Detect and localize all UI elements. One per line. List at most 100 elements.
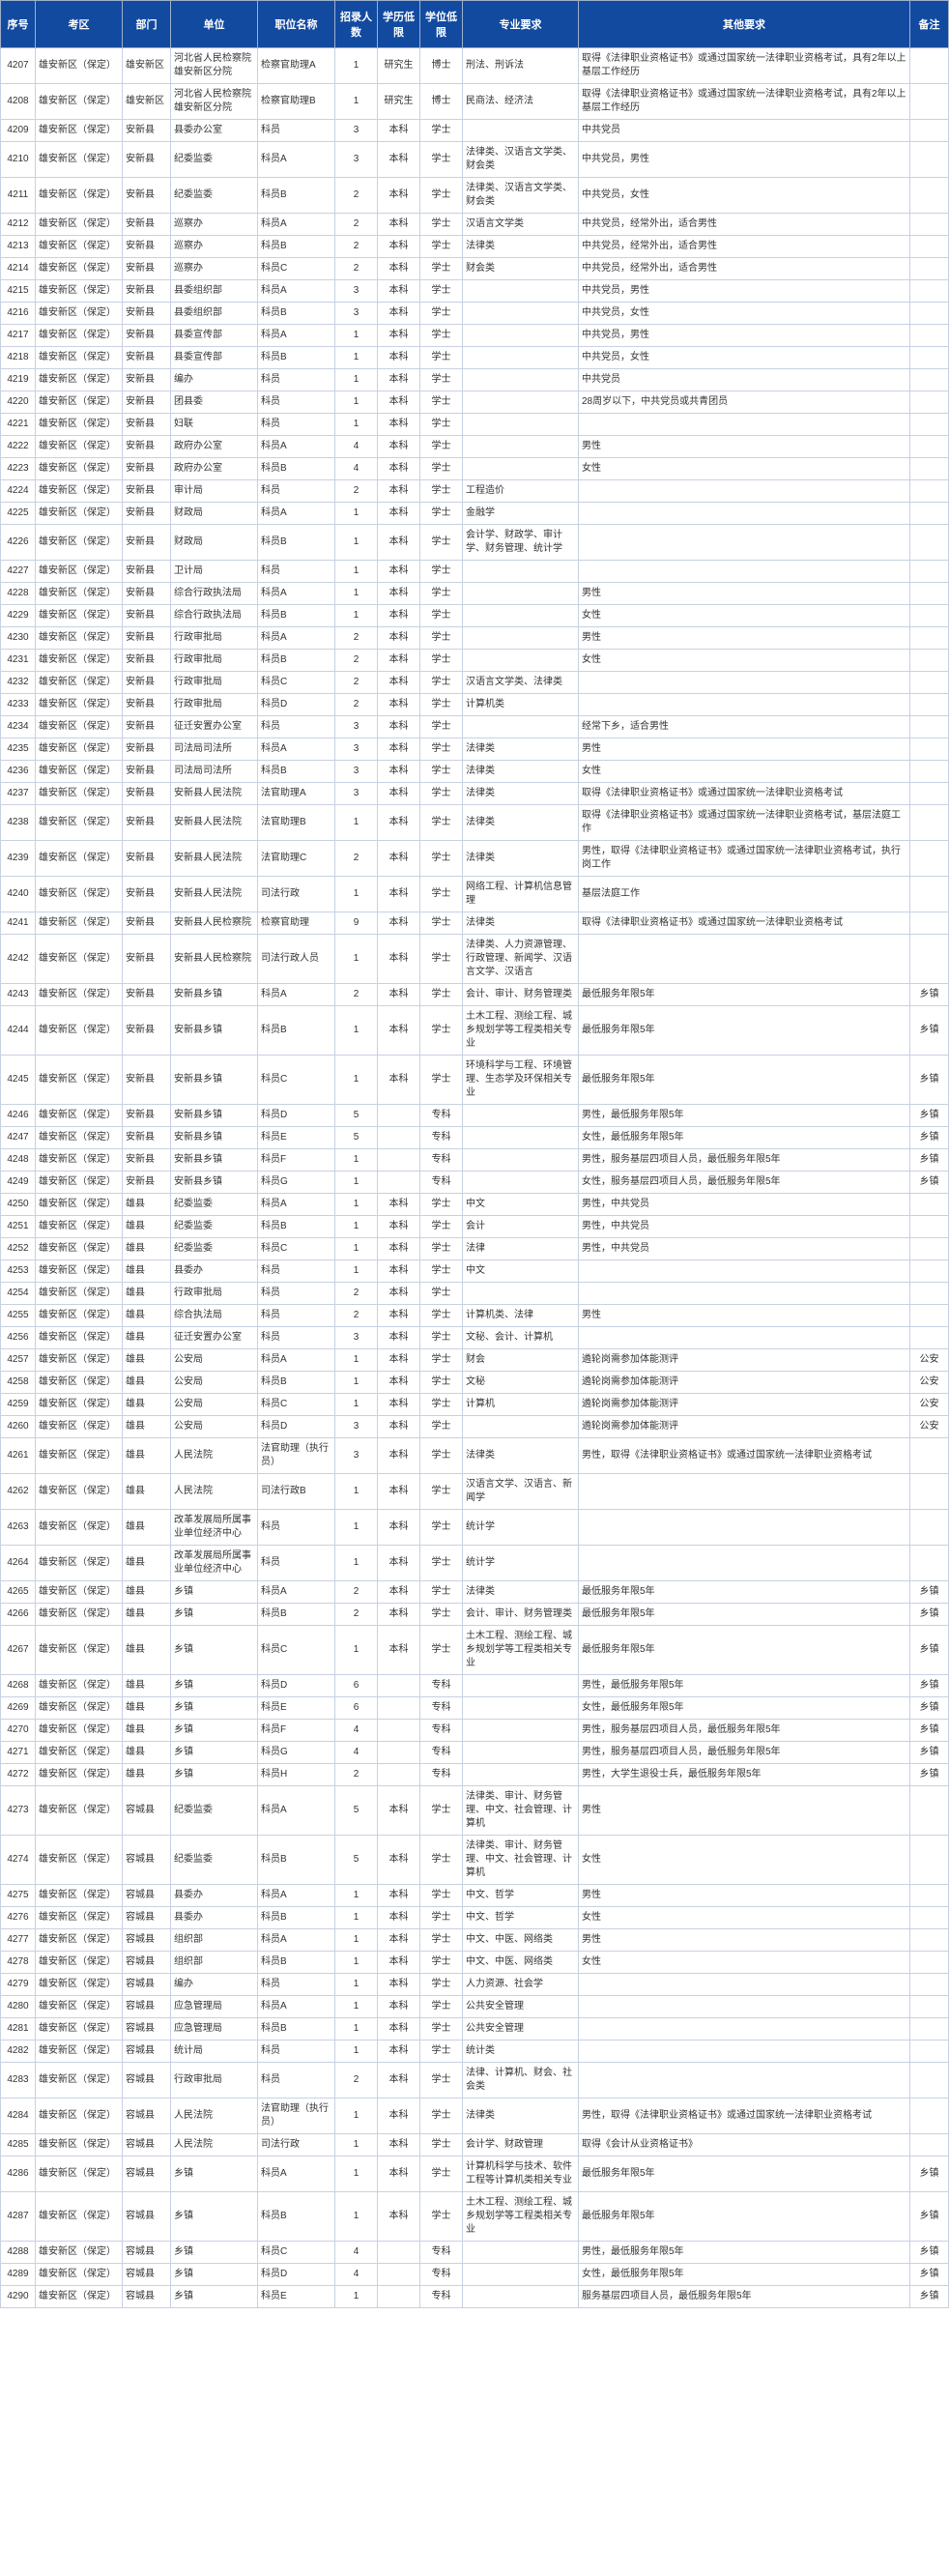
table-cell: 4223 — [1, 458, 36, 480]
table-cell: 雄安新区（保定） — [36, 1056, 123, 1105]
table-cell: 综合执法局 — [171, 1305, 258, 1327]
table-cell — [910, 525, 949, 561]
table-cell: 4288 — [1, 2242, 36, 2264]
table-cell: 本科 — [378, 142, 420, 178]
table-cell: 4210 — [1, 142, 36, 178]
table-cell: 学士 — [420, 1581, 463, 1604]
table-cell: 雄安新区（保定） — [36, 1238, 123, 1260]
table-cell: 雄安新区（保定） — [36, 480, 123, 503]
table-cell: 1 — [335, 1372, 378, 1394]
table-cell: 应急管理局 — [171, 1996, 258, 2018]
table-cell — [910, 178, 949, 214]
table-cell: 雄县 — [123, 1626, 171, 1675]
table-cell: 专科 — [420, 1127, 463, 1149]
table-row: 4256雄安新区（保定）雄县征迁安置办公室科员3本科学士文秘、会计、计算机 — [1, 1327, 949, 1349]
table-cell: 3 — [335, 120, 378, 142]
table-cell: 4228 — [1, 583, 36, 605]
table-cell: 安新县乡镇 — [171, 1149, 258, 1172]
table-cell: 综合行政执法局 — [171, 583, 258, 605]
table-cell: 本科 — [378, 1929, 420, 1952]
table-cell: 科员 — [258, 2063, 335, 2098]
table-cell: 取得《法律职业资格证书》或通过国家统一法律职业资格考试，基层法庭工作 — [579, 805, 910, 841]
table-cell — [579, 503, 910, 525]
table-cell: 安新县 — [123, 738, 171, 761]
table-cell: 科员C — [258, 2242, 335, 2264]
table-cell: 计算机科学与技术、软件工程等计算机类相关专业 — [463, 2156, 579, 2192]
table-cell: 雄安新区（保定） — [36, 2018, 123, 2041]
table-cell: 4282 — [1, 2041, 36, 2063]
table-cell: 4286 — [1, 2156, 36, 2192]
table-cell: 3 — [335, 761, 378, 783]
table-cell: 本科 — [378, 303, 420, 325]
table-cell: 雄安新区（保定） — [36, 1305, 123, 1327]
table-cell: 雄安新区（保定） — [36, 258, 123, 280]
th-edu: 学历低限 — [378, 1, 420, 48]
table-cell: 科员B — [258, 178, 335, 214]
table-cell — [463, 2264, 579, 2286]
table-cell: 雄安新区（保定） — [36, 369, 123, 391]
table-cell: 科员B — [258, 525, 335, 561]
table-cell: 中文、中医、网络类 — [463, 1929, 579, 1952]
table-cell: 学士 — [420, 178, 463, 214]
table-cell: 本科 — [378, 178, 420, 214]
table-cell: 学士 — [420, 142, 463, 178]
table-cell: 安新县 — [123, 258, 171, 280]
table-cell — [463, 414, 579, 436]
table-cell: 本科 — [378, 1604, 420, 1626]
table-cell: 雄安新区（保定） — [36, 458, 123, 480]
table-cell: 4281 — [1, 2018, 36, 2041]
table-cell: 本科 — [378, 1438, 420, 1474]
table-cell: 1 — [335, 1172, 378, 1194]
table-cell: 汉语言文学类、法律类 — [463, 672, 579, 694]
table-cell — [910, 458, 949, 480]
table-cell: 计算机 — [463, 1394, 579, 1416]
table-cell: 司法行政B — [258, 1474, 335, 1510]
table-cell: 男性，取得《法律职业资格证书》或通过国家统一法律职业资格考试 — [579, 2098, 910, 2134]
table-cell: 雄安新区（保定） — [36, 1974, 123, 1996]
table-row: 4285雄安新区（保定）容城县人民法院司法行政1本科学士会计学、财政管理取得《会… — [1, 2134, 949, 2156]
table-cell: 法律类、人力资源管理、行政管理、新闻学、汉语言文学、汉语言 — [463, 935, 579, 984]
table-cell: 雄安新区（保定） — [36, 627, 123, 650]
table-cell: 4275 — [1, 1885, 36, 1907]
table-cell: 1 — [335, 1996, 378, 2018]
table-cell: 1 — [335, 1260, 378, 1283]
table-cell — [910, 2041, 949, 2063]
table-row: 4245雄安新区（保定）安新县安新县乡镇科员C1本科学士环境科学与工程、环境管理… — [1, 1056, 949, 1105]
table-cell — [910, 1786, 949, 1836]
table-cell: 2 — [335, 2063, 378, 2098]
table-cell: 县委办 — [171, 1885, 258, 1907]
th-dept: 部门 — [123, 1, 171, 48]
table-cell: 2 — [335, 178, 378, 214]
table-row: 4224雄安新区（保定）安新县审计局科员2本科学士工程造价 — [1, 480, 949, 503]
table-row: 4252雄安新区（保定）雄县纪委监委科员C1本科学士法律男性，中共党员 — [1, 1238, 949, 1260]
table-cell: 取得《法律职业资格证书》或通过国家统一法律职业资格考试 — [579, 912, 910, 935]
table-cell: 4221 — [1, 414, 36, 436]
table-cell: 本科 — [378, 503, 420, 525]
table-cell: 科员C — [258, 1238, 335, 1260]
table-cell: 科员D — [258, 2264, 335, 2286]
table-cell: 专科 — [420, 1697, 463, 1720]
table-row: 4270雄安新区（保定）雄县乡镇科员F4专科男性，服务基层四项目人员，最低服务年… — [1, 1720, 949, 1742]
table-cell: 本科 — [378, 805, 420, 841]
table-cell: 学士 — [420, 1305, 463, 1327]
table-cell: 1 — [335, 84, 378, 120]
table-cell — [910, 716, 949, 738]
table-cell: 3 — [335, 783, 378, 805]
table-cell: 研究生 — [378, 48, 420, 84]
table-cell — [579, 2041, 910, 2063]
table-cell: 4280 — [1, 1996, 36, 2018]
table-row: 4233雄安新区（保定）安新县行政审批局科员D2本科学士计算机类 — [1, 694, 949, 716]
table-cell: 安新县 — [123, 716, 171, 738]
table-cell: 本科 — [378, 672, 420, 694]
table-cell: 4222 — [1, 436, 36, 458]
table-cell: 安新县 — [123, 525, 171, 561]
table-cell: 1 — [335, 2192, 378, 2242]
table-cell: 1 — [335, 2041, 378, 2063]
table-cell: 法律类 — [463, 761, 579, 783]
table-cell: 科员D — [258, 1675, 335, 1697]
table-cell: 1 — [335, 1974, 378, 1996]
table-cell: 4274 — [1, 1836, 36, 1885]
table-cell — [910, 214, 949, 236]
table-row: 4284雄安新区（保定）容城县人民法院法官助理（执行员）1本科学士法律类男性，取… — [1, 2098, 949, 2134]
table-cell: 乡镇 — [171, 1720, 258, 1742]
